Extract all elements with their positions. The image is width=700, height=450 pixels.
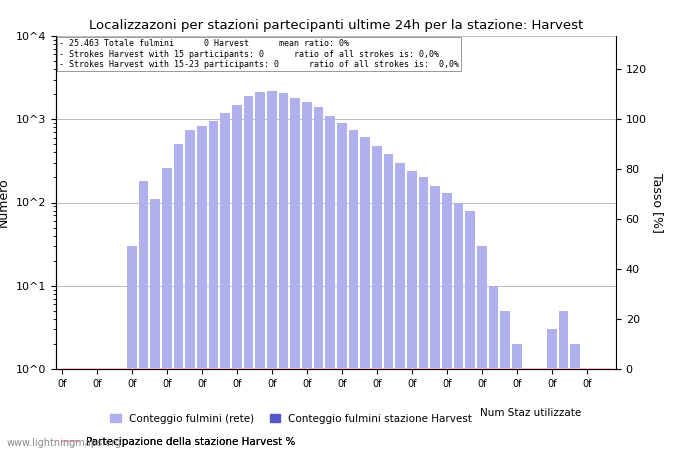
Bar	[466, 211, 475, 450]
Bar	[419, 177, 428, 450]
Bar	[57, 369, 66, 450]
Bar	[279, 93, 288, 450]
Legend: Partecipazione della stazione Harvest %: Partecipazione della stazione Harvest %	[62, 437, 296, 447]
Text: www.lightningmaps.org: www.lightningmaps.org	[7, 438, 122, 448]
Title: Localizzazoni per stazioni partecipanti ultime 24h per la stazione: Harvest: Localizzazoni per stazioni partecipanti …	[89, 19, 583, 32]
Bar	[570, 344, 580, 450]
Bar	[209, 121, 218, 450]
Bar	[454, 202, 463, 450]
Bar	[477, 246, 486, 450]
Bar	[524, 369, 533, 450]
Bar	[442, 193, 452, 450]
Bar	[197, 126, 206, 450]
Bar	[314, 107, 323, 450]
Bar	[186, 130, 195, 450]
Bar	[372, 146, 382, 450]
Bar	[407, 171, 416, 450]
Bar	[337, 123, 346, 450]
Bar	[220, 112, 230, 450]
Bar	[559, 311, 568, 450]
Bar	[244, 96, 253, 450]
Bar	[594, 369, 603, 450]
Text: Num Staz utilizzate: Num Staz utilizzate	[480, 408, 581, 418]
Bar	[150, 199, 160, 450]
Bar	[326, 116, 335, 450]
Bar	[384, 154, 393, 450]
Bar	[174, 144, 183, 450]
Bar	[536, 369, 545, 450]
Bar	[489, 286, 498, 450]
Bar	[302, 102, 312, 450]
Text: - 25.463 Totale fulmini      0 Harvest      mean ratio: 0%
- Strokes Harvest wit: - 25.463 Totale fulmini 0 Harvest mean r…	[59, 39, 459, 69]
Bar	[80, 369, 90, 450]
Bar	[606, 369, 615, 450]
Bar	[267, 91, 276, 450]
Bar	[395, 163, 405, 450]
Bar	[92, 369, 102, 450]
Bar	[69, 369, 78, 450]
Bar	[430, 185, 440, 450]
Bar	[256, 92, 265, 450]
Bar	[582, 369, 591, 450]
Bar	[290, 98, 300, 450]
Bar	[512, 344, 522, 450]
Bar	[104, 369, 113, 450]
Bar	[127, 246, 136, 450]
Bar	[162, 168, 172, 450]
Y-axis label: Tasso [%]: Tasso [%]	[650, 172, 664, 233]
Bar	[360, 136, 370, 450]
Bar	[116, 369, 125, 450]
Bar	[349, 130, 358, 450]
Bar	[500, 311, 510, 450]
Bar	[232, 104, 242, 450]
Bar	[139, 181, 148, 450]
Bar	[547, 329, 556, 450]
Y-axis label: Numero: Numero	[0, 178, 10, 227]
